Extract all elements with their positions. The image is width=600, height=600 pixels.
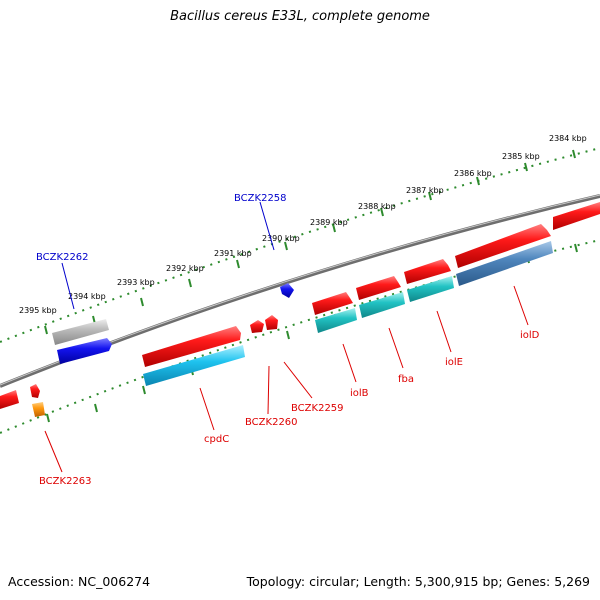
map-title: Bacillus cereus E33L, complete genome: [170, 9, 430, 24]
leader-BCZK2262: [61, 262, 75, 310]
label-BCZK2260[interactable]: BCZK2260: [245, 417, 298, 428]
label-iolD[interactable]: iolD: [520, 330, 540, 341]
gene-iolE-reverse[interactable]: [407, 276, 454, 302]
label-iolB[interactable]: iolB: [350, 388, 369, 399]
gene-labels: BCZK2258 BCZK2262 BCZK2259 BCZK2260 BCZK…: [36, 193, 540, 487]
gene-grey-outer[interactable]: [52, 319, 109, 345]
leader-BCZK2260: [267, 365, 270, 415]
kbp-label-2390: 2390 kbp: [262, 234, 300, 243]
kbp-label-2394: 2394 kbp: [68, 292, 106, 301]
label-leaders: [44, 201, 529, 473]
gene-iolD-reverse[interactable]: [456, 241, 553, 286]
gene-BCZK2263-orange[interactable]: [32, 402, 45, 417]
kbp-label-2395: 2395 kbp: [19, 306, 57, 315]
gene-iolD-forward[interactable]: [553, 202, 600, 230]
leader-fba: [388, 327, 404, 369]
gene-forward-red-1[interactable]: [455, 224, 551, 268]
gene-BCZK2263-red[interactable]: [30, 384, 40, 398]
reverse-strand-genes: [143, 241, 553, 386]
gene-iolB-reverse[interactable]: [315, 308, 357, 333]
gene-BCZK2259-forward[interactable]: [265, 315, 278, 330]
leader-iolD: [513, 285, 529, 326]
kbp-label-2387: 2387 kbp: [406, 186, 444, 195]
kbp-label-2391: 2391 kbp: [214, 249, 252, 258]
gene-forward-red-2[interactable]: [404, 259, 451, 284]
label-BCZK2259[interactable]: BCZK2259: [291, 403, 344, 414]
label-fba[interactable]: fba: [398, 374, 414, 385]
topology-text: Topology: circular; Length: 5,300,915 bp…: [246, 574, 590, 589]
gene-BCZK2260-forward[interactable]: [250, 320, 264, 333]
kbp-label-2393: 2393 kbp: [117, 278, 155, 287]
forward-strand-genes: [0, 202, 600, 417]
genome-backbone-highlight: [0, 194, 600, 386]
gene-BCZK2262[interactable]: [57, 338, 112, 364]
kbp-label-2388: 2388 kbp: [358, 202, 396, 211]
leader-BCZK2259: [283, 361, 313, 399]
gene-fba-reverse[interactable]: [359, 292, 405, 318]
gene-left-edge-red[interactable]: [0, 390, 19, 409]
gene-forward-red-4[interactable]: [312, 292, 353, 315]
genome-backbone: [0, 194, 600, 388]
label-cpdC[interactable]: cpdC: [204, 434, 229, 445]
kbp-label-2385: 2385 kbp: [502, 152, 540, 161]
leader-iolE: [436, 310, 452, 353]
label-iolE[interactable]: iolE: [445, 357, 463, 368]
leader-BCZK2263: [44, 430, 63, 473]
gene-cpdC-forward[interactable]: [142, 326, 241, 367]
gene-BCZK2258[interactable]: [280, 283, 294, 298]
kbp-label-2386: 2386 kbp: [454, 169, 492, 178]
kbp-label-2392: 2392 kbp: [166, 264, 204, 273]
accession-text: Accession: NC_006274: [8, 574, 151, 589]
label-BCZK2263[interactable]: BCZK2263: [39, 476, 92, 487]
leader-cpdC: [199, 387, 215, 431]
label-BCZK2258[interactable]: BCZK2258: [234, 193, 287, 204]
gene-forward-red-3[interactable]: [356, 276, 401, 300]
leader-BCZK2258: [259, 201, 275, 251]
gene-cpdC-reverse[interactable]: [143, 345, 245, 386]
label-BCZK2262[interactable]: BCZK2262: [36, 252, 89, 263]
kbp-label-2389: 2389 kbp: [310, 218, 348, 227]
kbp-label-2384: 2384 kbp: [549, 134, 587, 143]
kbp-tick-labels: 2384 kbp 2385 kbp 2386 kbp 2387 kbp 2388…: [19, 134, 587, 315]
leader-iolB: [342, 343, 357, 383]
